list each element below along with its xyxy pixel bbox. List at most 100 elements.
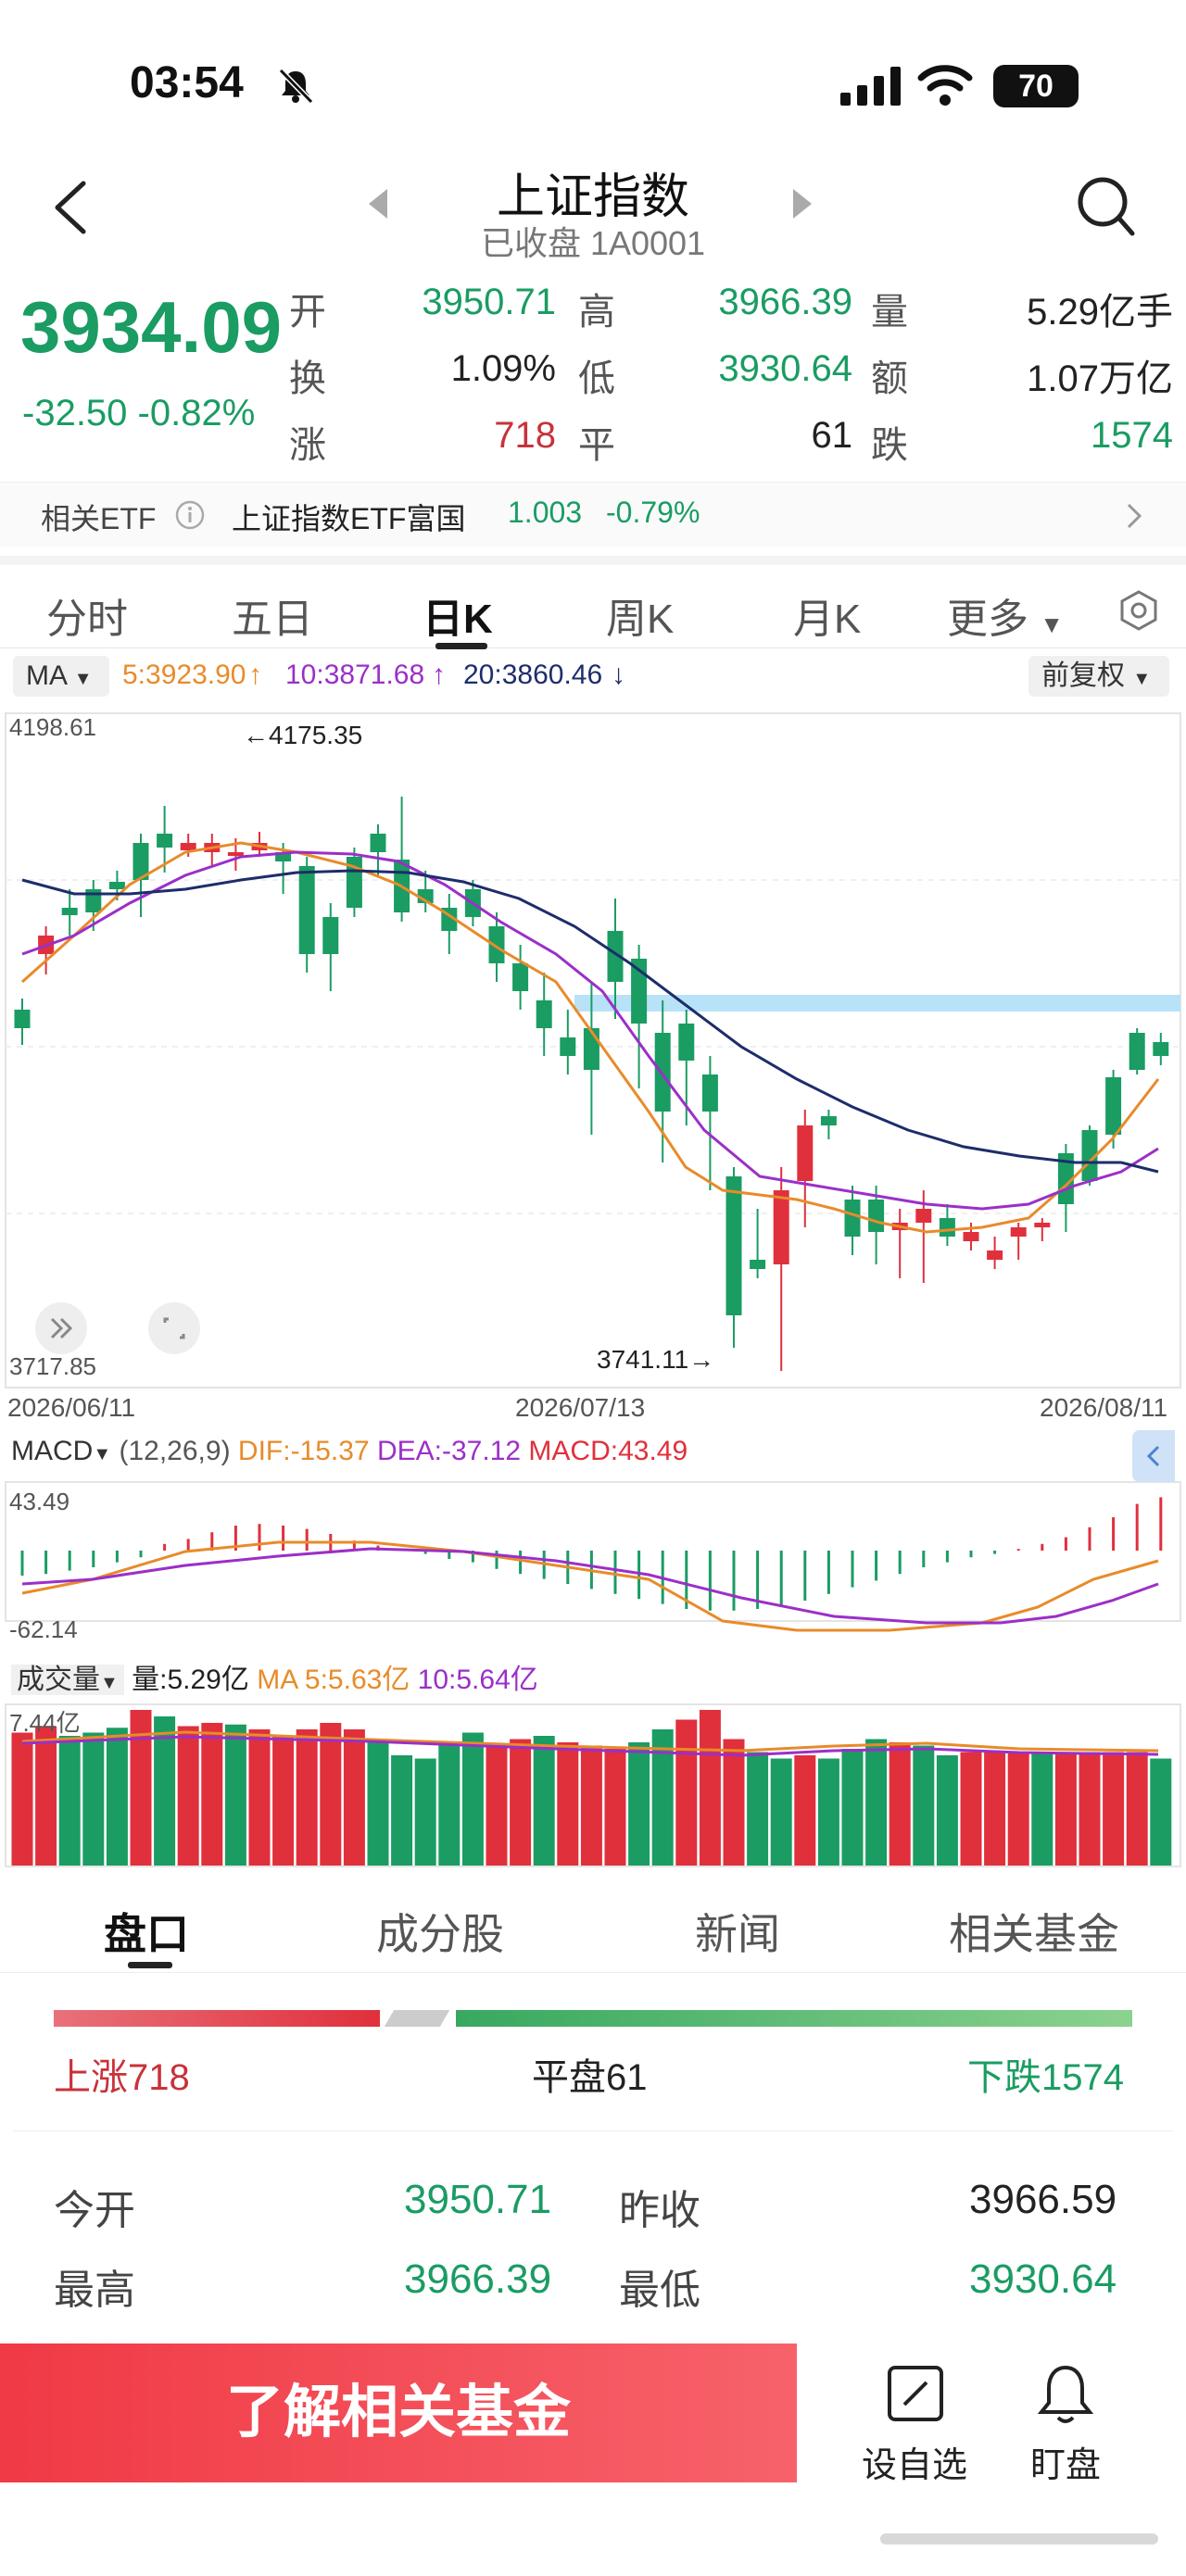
candle-body <box>512 963 529 991</box>
fullscreen-icon[interactable] <box>148 1302 200 1354</box>
candle-body <box>536 1000 552 1028</box>
volume-bar <box>984 1752 1006 1866</box>
candle-body <box>939 1218 955 1237</box>
breadth-up-label: 上涨718 <box>54 2057 190 2098</box>
high-marker-label: ←4175.35 <box>243 721 363 749</box>
previous-index-icon[interactable] <box>369 189 387 219</box>
kline-svg <box>5 712 1181 1867</box>
tab-five-day[interactable]: 五日 <box>232 597 313 642</box>
candle-body <box>1105 1077 1122 1135</box>
candle-body <box>678 1024 695 1061</box>
dropdown-icon: ▼ <box>73 669 93 689</box>
search-icon[interactable] <box>1075 174 1136 239</box>
home-indicator <box>880 2533 1158 2545</box>
ma-legend-bar: MA ▼ 5:3923.90 ↑ 10:3871.68 ↑ 20:3860.46… <box>0 648 1186 704</box>
candle-body <box>488 926 505 963</box>
edit-watchlist-icon[interactable] <box>878 2362 953 2427</box>
volume-bar <box>557 1742 579 1866</box>
dropdown-icon: ▼ <box>93 1444 112 1464</box>
volume-bar <box>841 1749 864 1866</box>
chevron-right-icon <box>1127 503 1142 529</box>
adjust-selector[interactable]: 前复权 ▼ <box>1028 656 1169 697</box>
candle-body <box>820 1116 837 1125</box>
candle-body <box>370 834 386 852</box>
volume-bar <box>1126 1752 1148 1866</box>
etf-price: 1.003 <box>508 496 583 529</box>
candle-body <box>654 1033 671 1112</box>
y-axis-top: 4198.61 <box>9 713 96 741</box>
dropdown-icon: ▼ <box>100 1673 119 1693</box>
candle-body <box>157 834 173 848</box>
breadth-flat-label: 平盘61 <box>532 2057 648 2098</box>
tab-monthly-k[interactable]: 月K <box>793 597 862 642</box>
etf-percent: -0.79% <box>606 496 700 529</box>
ma-selector[interactable]: MA ▼ <box>13 656 109 697</box>
expand-icon[interactable] <box>35 1302 87 1354</box>
tab-related-funds[interactable]: 相关基金 <box>949 1910 1119 1958</box>
volume-bar <box>343 1729 365 1866</box>
tab-more[interactable]: 更多 ▼ <box>947 597 1064 642</box>
ma20-line <box>21 869 1159 1174</box>
candle-body <box>963 1232 979 1241</box>
last-price: 3934.09 <box>20 286 282 368</box>
ma10-value: 10:3871.68 <box>285 660 425 690</box>
volume-bar <box>486 1743 508 1866</box>
collapse-panel-icon[interactable] <box>1132 1430 1175 1482</box>
status-time: 03:54 <box>130 58 244 107</box>
macd-frame <box>5 1481 1181 1622</box>
next-index-icon[interactable] <box>793 189 812 219</box>
volume-label: 量 <box>871 292 908 333</box>
tab-daily-k[interactable]: 日K <box>423 597 493 642</box>
volume-bar <box>1054 1752 1077 1866</box>
tab-constituents[interactable]: 成分股 <box>376 1910 504 1958</box>
candle-body <box>14 1010 31 1028</box>
related-etf-bar[interactable]: 相关ETF 上证指数ETF富国 1.003 -0.79% <box>0 482 1186 547</box>
open-value: 3950.71 <box>404 2177 552 2222</box>
back-icon[interactable] <box>48 178 95 237</box>
candle-body <box>61 908 78 915</box>
kline-frame <box>5 712 1181 1389</box>
settings-hexagon-icon[interactable] <box>1117 589 1160 632</box>
active-tab-underline <box>435 643 487 649</box>
dif-line <box>21 1540 1159 1632</box>
volume-bar <box>960 1752 982 1866</box>
low-label: 最低 <box>619 2268 700 2313</box>
open-label: 开 <box>289 292 326 333</box>
volume-bar <box>35 1726 57 1866</box>
turnover-label: 换 <box>289 358 326 399</box>
volume-bar <box>817 1758 839 1866</box>
volume-bar <box>913 1745 935 1866</box>
candle-body <box>298 866 315 954</box>
tab-intraday[interactable]: 分时 <box>46 597 128 642</box>
macd-top-label: 43.49 <box>9 1488 70 1515</box>
volume-bar <box>936 1755 958 1866</box>
info-icon[interactable] <box>174 499 206 531</box>
tab-news[interactable]: 新闻 <box>695 1910 780 1958</box>
volume-selector[interactable]: 成交量▼ <box>11 1665 124 1695</box>
bell-icon[interactable] <box>1028 2362 1103 2427</box>
volume-bar <box>320 1723 342 1866</box>
change-value: -32.50 <box>22 393 128 434</box>
decliners-value: 1574 <box>1091 415 1173 456</box>
volume-bar <box>438 1742 461 1866</box>
related-funds-cta-button[interactable]: 了解相关基金 <box>0 2344 797 2482</box>
arrow-up-icon: ↑ <box>432 660 446 690</box>
tab-order-book[interactable]: 盘口 <box>104 1910 189 1958</box>
candle-body <box>797 1125 814 1181</box>
candle-body <box>987 1250 1003 1260</box>
volume-ma5: MA 5:5.63亿 <box>257 1665 410 1695</box>
volume-value: 5.29亿手 <box>1027 292 1173 333</box>
candle-body <box>607 931 624 982</box>
volume-bar <box>414 1758 436 1866</box>
y-axis-bottom: 3717.85 <box>9 1352 96 1380</box>
macd-dif: DIF:-15.37 <box>237 1436 370 1466</box>
watchlist-label[interactable]: 设自选 <box>862 2446 968 2485</box>
date-end: 2026/08/11 <box>1040 1393 1168 1422</box>
macd-params: (12,26,9) <box>119 1436 231 1466</box>
macd-selector[interactable]: MACD▼ <box>11 1436 112 1466</box>
kline-chart-area[interactable]: 4198.61 ←4175.35 3717.85 3741.11→ 2026/0… <box>0 704 1186 1871</box>
volume-bar <box>747 1752 769 1866</box>
decliners-label: 跌 <box>871 425 908 466</box>
tab-weekly-k[interactable]: 周K <box>606 597 675 642</box>
monitor-label[interactable]: 盯盘 <box>1030 2446 1102 2485</box>
